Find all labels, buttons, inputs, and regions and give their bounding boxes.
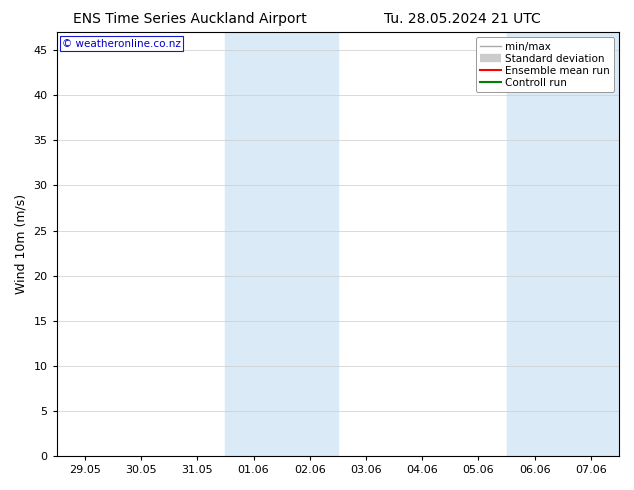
Text: © weatheronline.co.nz: © weatheronline.co.nz <box>62 39 181 49</box>
Text: ENS Time Series Auckland Airport: ENS Time Series Auckland Airport <box>74 12 307 26</box>
Legend: min/max, Standard deviation, Ensemble mean run, Controll run: min/max, Standard deviation, Ensemble me… <box>476 37 614 92</box>
Y-axis label: Wind 10m (m/s): Wind 10m (m/s) <box>15 194 28 294</box>
Bar <box>507 32 619 456</box>
Bar <box>226 32 338 456</box>
Text: Tu. 28.05.2024 21 UTC: Tu. 28.05.2024 21 UTC <box>384 12 541 26</box>
